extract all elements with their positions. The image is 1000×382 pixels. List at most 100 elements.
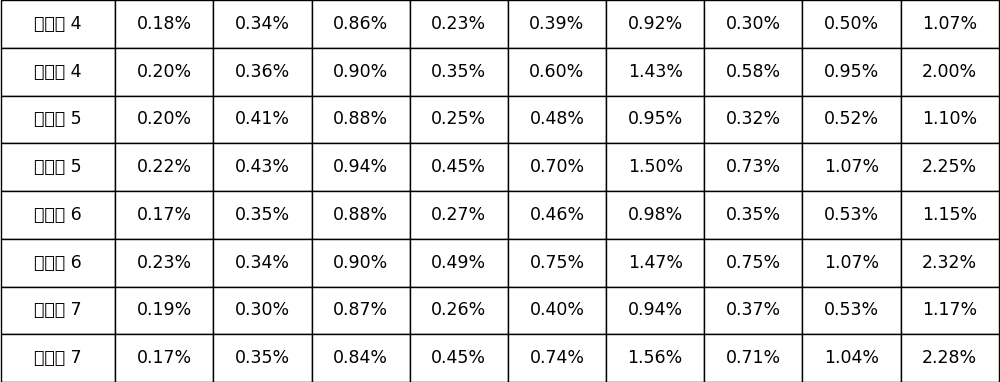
Bar [115, 143, 213, 191]
Text: 0.73%: 0.73% [726, 158, 781, 176]
Text: 0.34%: 0.34% [235, 15, 290, 33]
Text: 0.74%: 0.74% [530, 349, 584, 367]
Bar [704, 286, 802, 334]
Bar [1, 191, 115, 239]
Bar [115, 48, 213, 96]
Bar [410, 191, 508, 239]
Text: 0.86%: 0.86% [333, 15, 388, 33]
Text: 0.23%: 0.23% [431, 15, 486, 33]
Text: 0.35%: 0.35% [235, 206, 290, 224]
Text: 实施例 5: 实施例 5 [34, 110, 82, 128]
Bar [115, 286, 213, 334]
Text: 实施例 6: 实施例 6 [34, 206, 82, 224]
Text: 1.07%: 1.07% [922, 15, 977, 33]
Bar [606, 191, 704, 239]
Bar [901, 286, 999, 334]
Bar [508, 191, 606, 239]
Bar [115, 334, 213, 382]
Bar [312, 286, 410, 334]
Text: 0.34%: 0.34% [235, 254, 290, 272]
Bar [704, 239, 802, 286]
Bar [901, 334, 999, 382]
Text: 0.17%: 0.17% [137, 206, 192, 224]
Bar [901, 143, 999, 191]
Text: 0.35%: 0.35% [726, 206, 781, 224]
Bar [410, 286, 508, 334]
Text: 0.98%: 0.98% [628, 206, 683, 224]
Bar [312, 334, 410, 382]
Text: 0.49%: 0.49% [431, 254, 486, 272]
Bar [213, 96, 312, 143]
Text: 0.18%: 0.18% [137, 15, 192, 33]
Bar [213, 48, 312, 96]
Text: 实施例 4: 实施例 4 [34, 15, 82, 33]
Text: 1.15%: 1.15% [922, 206, 977, 224]
Bar [606, 96, 704, 143]
Text: 1.07%: 1.07% [824, 254, 879, 272]
Text: 1.10%: 1.10% [922, 110, 977, 128]
Text: 0.90%: 0.90% [333, 254, 388, 272]
Text: 0.43%: 0.43% [235, 158, 290, 176]
Text: 0.45%: 0.45% [431, 158, 486, 176]
Bar [802, 191, 901, 239]
Text: 0.75%: 0.75% [529, 254, 585, 272]
Bar [508, 239, 606, 286]
Bar [213, 0, 312, 48]
Text: 0.22%: 0.22% [137, 158, 192, 176]
Text: 0.95%: 0.95% [628, 110, 683, 128]
Bar [213, 286, 312, 334]
Text: 0.50%: 0.50% [824, 15, 879, 33]
Bar [312, 48, 410, 96]
Text: 对比例 4: 对比例 4 [34, 63, 82, 81]
Bar [1, 0, 115, 48]
Bar [606, 286, 704, 334]
Text: 0.87%: 0.87% [333, 301, 388, 319]
Bar [213, 334, 312, 382]
Bar [508, 286, 606, 334]
Bar [704, 191, 802, 239]
Bar [606, 239, 704, 286]
Text: 0.52%: 0.52% [824, 110, 879, 128]
Text: 0.90%: 0.90% [333, 63, 388, 81]
Text: 0.20%: 0.20% [137, 63, 192, 81]
Bar [606, 48, 704, 96]
Text: 0.88%: 0.88% [333, 206, 388, 224]
Bar [115, 239, 213, 286]
Text: 0.19%: 0.19% [137, 301, 192, 319]
Bar [901, 239, 999, 286]
Bar [312, 239, 410, 286]
Text: 0.35%: 0.35% [235, 349, 290, 367]
Bar [1, 96, 115, 143]
Text: 0.71%: 0.71% [726, 349, 781, 367]
Bar [704, 48, 802, 96]
Text: 1.07%: 1.07% [824, 158, 879, 176]
Bar [508, 96, 606, 143]
Text: 实施例 7: 实施例 7 [34, 301, 82, 319]
Text: 0.35%: 0.35% [431, 63, 486, 81]
Text: 对比例 5: 对比例 5 [34, 158, 82, 176]
Text: 0.84%: 0.84% [333, 349, 388, 367]
Bar [901, 191, 999, 239]
Text: 0.58%: 0.58% [726, 63, 781, 81]
Text: 0.60%: 0.60% [529, 63, 585, 81]
Bar [312, 96, 410, 143]
Text: 0.30%: 0.30% [726, 15, 781, 33]
Text: 2.00%: 2.00% [922, 63, 977, 81]
Text: 0.94%: 0.94% [628, 301, 683, 319]
Text: 2.32%: 2.32% [922, 254, 977, 272]
Text: 0.23%: 0.23% [137, 254, 192, 272]
Text: 0.53%: 0.53% [824, 301, 879, 319]
Text: 0.26%: 0.26% [431, 301, 486, 319]
Bar [1, 239, 115, 286]
Bar [606, 143, 704, 191]
Text: 1.43%: 1.43% [628, 63, 683, 81]
Bar [802, 286, 901, 334]
Bar [508, 334, 606, 382]
Bar [606, 0, 704, 48]
Bar [410, 239, 508, 286]
Bar [115, 191, 213, 239]
Bar [901, 48, 999, 96]
Text: 0.53%: 0.53% [824, 206, 879, 224]
Text: 0.70%: 0.70% [529, 158, 585, 176]
Text: 0.46%: 0.46% [529, 206, 585, 224]
